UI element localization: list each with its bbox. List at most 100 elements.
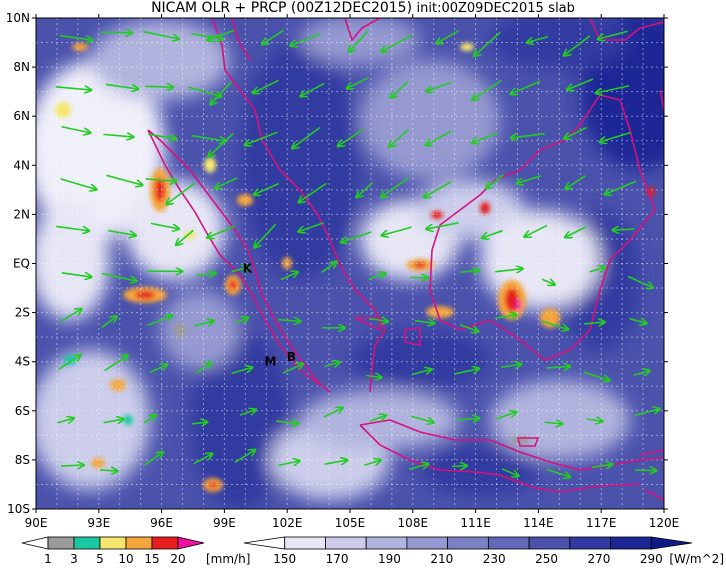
wind-arrow <box>215 177 238 188</box>
wind-arrow <box>495 315 517 319</box>
precip-colorbar-unit: [mm/h] <box>206 552 250 566</box>
wind-arrow <box>411 369 432 376</box>
wind-arrow <box>612 229 635 230</box>
wind-arrow <box>105 83 139 89</box>
wind-arrow <box>425 130 452 145</box>
wind-arrow <box>108 229 136 236</box>
wind-arrow <box>60 309 81 322</box>
wind-arrow <box>100 470 118 471</box>
wind-arrow <box>546 468 570 478</box>
precip-colorbar: 1 3 5 10 15 20 [mm/h] <box>21 536 250 566</box>
wind-arrow <box>541 320 568 330</box>
olr-colorbar-swatch <box>528 536 571 550</box>
wind-arrow <box>143 415 156 424</box>
olr-colorbar-swatch <box>365 536 408 550</box>
wind-arrow <box>349 30 369 52</box>
wind-arrow <box>145 179 177 181</box>
wind-arrow <box>323 408 343 418</box>
wind-arrow <box>298 222 324 232</box>
wind-arrow <box>424 181 452 198</box>
wind-arrow <box>193 454 213 465</box>
wind-arrow <box>501 468 519 476</box>
wind-arrow <box>234 318 248 323</box>
wind-arrow <box>426 222 459 229</box>
lon-label: 117E <box>586 516 617 530</box>
olr-colorbar-swatch <box>325 536 367 550</box>
lon-label: 99E <box>213 516 236 530</box>
coast-north <box>231 18 664 111</box>
wind-arrow <box>598 30 628 39</box>
wind-arrow <box>524 224 548 237</box>
wind-arrow <box>145 86 173 87</box>
wind-arrow <box>338 128 365 146</box>
olr-colorbar-swatch <box>487 536 530 550</box>
olr-colorbar-label: 290 <box>640 552 663 566</box>
wind-arrow <box>106 174 142 185</box>
wind-arrow <box>55 87 92 90</box>
wind-arrow <box>486 174 504 189</box>
wind-arrow <box>207 29 235 40</box>
olr-colorbar-swatch <box>406 536 449 550</box>
wind-arrow <box>143 30 179 39</box>
wind-arrow <box>231 267 249 272</box>
wind-arrow <box>61 125 91 133</box>
wind-vectors <box>55 29 660 478</box>
coast-sumatra <box>147 129 331 393</box>
precip-colorbar-label: 5 <box>96 552 104 566</box>
wind-arrow <box>278 461 299 465</box>
wind-arrow <box>589 267 606 272</box>
wind-arrow <box>59 34 93 41</box>
wind-arrow <box>292 126 321 148</box>
precip-colorbar-label: 10 <box>118 552 133 566</box>
wind-arrow <box>244 131 278 145</box>
station-marker: K <box>243 261 253 275</box>
coast-sumatra-west <box>147 129 321 386</box>
wind-arrow <box>565 174 586 189</box>
wind-arrow <box>254 223 277 248</box>
precip-colorbar-swatch <box>47 536 75 550</box>
wind-arrow <box>541 279 555 285</box>
lon-label: 108E <box>398 516 429 530</box>
olr-colorbar-swatch <box>569 536 611 550</box>
wind-arrow <box>276 421 298 424</box>
lat-label: 2S <box>15 306 30 320</box>
wind-arrow <box>564 126 588 138</box>
wind-arrow <box>324 460 348 464</box>
olr-colorbar-swatch <box>284 536 326 550</box>
wind-arrow <box>166 182 196 204</box>
wind-arrow <box>60 465 84 466</box>
wind-arrow <box>369 415 386 422</box>
plot-area <box>36 18 664 509</box>
wind-arrow <box>565 226 587 238</box>
wind-arrow <box>103 134 133 137</box>
wind-arrow <box>101 316 117 329</box>
wind-arrow <box>321 262 337 274</box>
wind-arrow <box>426 81 452 92</box>
wind-arrow <box>187 86 221 97</box>
precip-colorbar-label: 3 <box>70 552 78 566</box>
wind-arrow <box>472 79 502 100</box>
wind-arrow <box>253 79 279 93</box>
wind-arrow <box>191 134 227 141</box>
wind-arrow <box>57 418 74 423</box>
wind-arrow <box>280 272 298 281</box>
wind-arrow <box>147 315 173 327</box>
precip-colorbar-swatch <box>99 536 127 550</box>
coast-java-south <box>359 424 641 493</box>
wind-arrow <box>194 321 215 327</box>
wind-arrow <box>148 133 176 138</box>
wind-arrow <box>591 464 613 467</box>
wind-arrow <box>368 273 386 280</box>
wind-arrow <box>149 364 167 374</box>
lon-label: 111E <box>460 516 491 530</box>
olr-colorbar-label: 270 <box>587 552 610 566</box>
title-tag: slab <box>548 1 575 16</box>
coast-small-islands <box>354 317 540 447</box>
wind-arrow <box>365 375 382 377</box>
wind-arrow <box>454 369 480 375</box>
wind-arrow <box>208 132 234 157</box>
wind-arrow <box>191 422 208 424</box>
precip-colorbar-swatch <box>177 536 205 550</box>
lat-label: 8S <box>15 453 30 467</box>
